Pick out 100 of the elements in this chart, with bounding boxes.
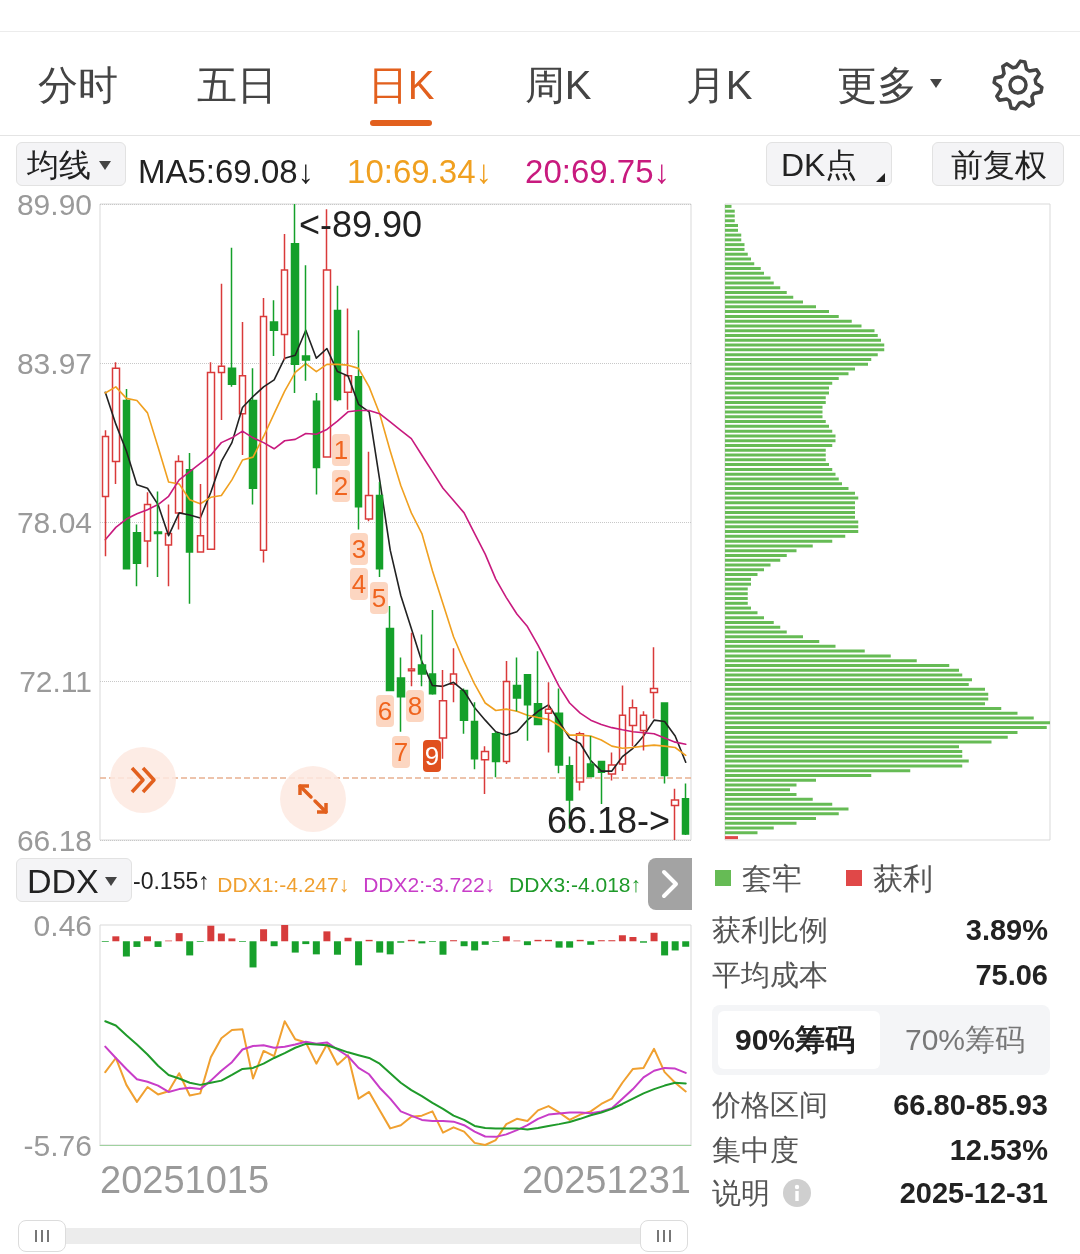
bar — [725, 611, 758, 615]
bar — [725, 362, 868, 366]
bar — [725, 209, 735, 213]
text: DDX2:-3.722↓ — [363, 873, 496, 896]
text: 月K — [685, 62, 753, 109]
candlestick — [544, 681, 553, 754]
bar — [333, 941, 341, 955]
candlestick — [206, 361, 216, 551]
bar — [481, 941, 489, 945]
bar — [355, 941, 363, 966]
bar — [143, 936, 151, 942]
bar — [175, 933, 183, 942]
bar — [217, 933, 225, 942]
bar — [725, 726, 1047, 730]
bar — [725, 539, 833, 543]
candlestick — [227, 246, 237, 388]
bar — [725, 271, 764, 275]
bar — [555, 941, 563, 948]
bar — [725, 759, 969, 763]
text: 10:69.34↓ — [347, 153, 493, 190]
bar — [323, 931, 331, 942]
text: 3.89% — [965, 912, 1048, 948]
text: 说明 — [712, 1175, 770, 1211]
bar — [725, 267, 761, 271]
bar — [725, 463, 829, 467]
bar — [725, 204, 732, 208]
candlestick — [217, 282, 226, 421]
y-tick-label: 66.18 — [16, 823, 92, 857]
bar — [471, 941, 479, 951]
bar — [725, 640, 820, 644]
candlestick — [343, 307, 353, 411]
candlestick — [670, 788, 680, 841]
bar — [291, 941, 299, 953]
candlestick — [280, 233, 289, 361]
text: 12.53% — [949, 1132, 1048, 1168]
bar — [725, 558, 781, 562]
bar — [725, 314, 839, 318]
bar — [725, 295, 794, 299]
bar — [725, 410, 823, 414]
text: 五日 — [197, 62, 277, 109]
bar — [725, 453, 826, 457]
bar — [725, 687, 985, 691]
candlestick — [290, 203, 300, 394]
bar — [725, 247, 745, 251]
badge: 4 — [350, 568, 368, 600]
chart-title: 均线 — [27, 146, 91, 184]
bar — [725, 276, 771, 280]
bar — [725, 420, 826, 424]
bar — [725, 353, 878, 357]
bar — [725, 434, 836, 438]
legend-label: 套牢 — [742, 861, 802, 895]
bar — [725, 735, 1008, 739]
candlestick — [301, 264, 311, 382]
bar — [725, 501, 855, 505]
bar — [228, 938, 236, 942]
bar — [725, 396, 826, 400]
candlestick — [428, 609, 437, 696]
candlestick — [269, 299, 279, 357]
text: 分时 — [38, 62, 118, 109]
text: 平均成本 — [712, 957, 828, 993]
bar — [725, 692, 989, 696]
text: 75.06 — [975, 957, 1048, 993]
bar — [725, 487, 849, 491]
bar — [281, 925, 289, 942]
bar — [725, 530, 859, 534]
bar — [725, 573, 758, 577]
bar — [725, 582, 751, 586]
bar — [725, 386, 829, 390]
bar — [725, 797, 813, 801]
candlestick — [407, 631, 416, 688]
bar — [629, 937, 637, 942]
bar — [725, 467, 833, 471]
candlestick — [248, 367, 258, 506]
bar — [154, 941, 162, 947]
bar — [725, 525, 859, 529]
bar — [725, 400, 826, 404]
bar — [725, 663, 950, 667]
candlestick — [122, 388, 131, 570]
bar — [725, 597, 748, 601]
y-tick-label: 0.46 — [33, 908, 92, 942]
bar — [725, 515, 855, 519]
text: 集中度 — [712, 1132, 799, 1168]
bar — [725, 405, 823, 409]
candlestick — [196, 483, 205, 553]
bar — [725, 659, 917, 663]
text: 周K — [524, 62, 592, 109]
bar — [725, 668, 959, 672]
bar — [260, 929, 268, 942]
bar — [725, 783, 797, 787]
candlestick — [470, 701, 479, 770]
candlestick — [185, 452, 194, 605]
bar — [725, 472, 836, 476]
bar — [725, 439, 836, 443]
bar — [725, 721, 1050, 725]
bar — [725, 816, 816, 820]
bar — [725, 745, 959, 749]
bar — [587, 941, 595, 945]
bar — [725, 563, 771, 567]
candlestick — [238, 321, 247, 456]
bar — [725, 252, 748, 256]
